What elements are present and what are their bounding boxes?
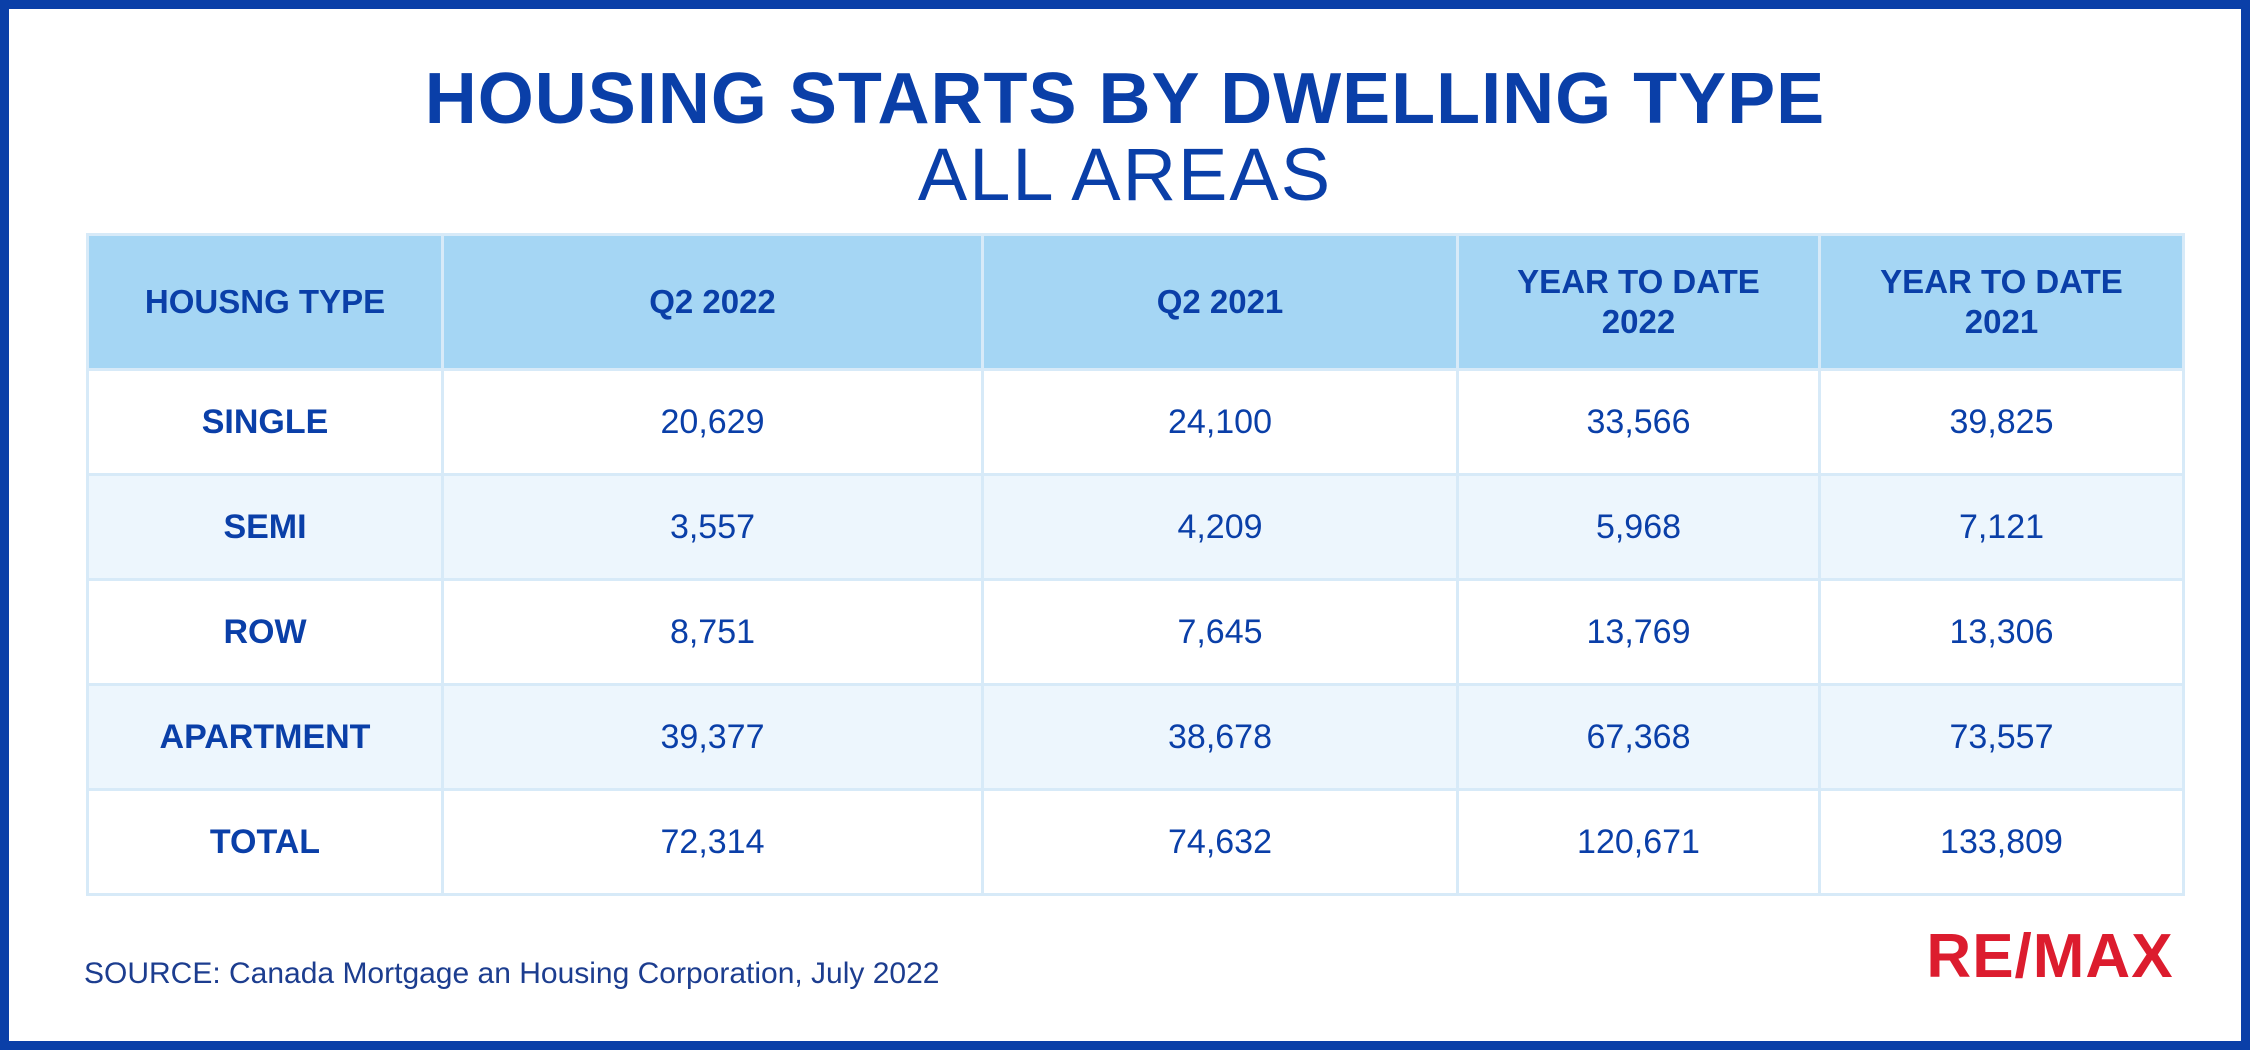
table-cell: 13,306 [1818,578,2185,686]
table-row: ROW 8,751 7,645 13,769 13,306 [86,578,2185,686]
table-cell: 7,121 [1818,473,2185,581]
column-header: Q2 2022 [441,233,984,371]
table-cell: 133,809 [1818,788,2185,896]
column-header: YEAR TO DATE 2022 [1456,233,1821,371]
column-header: Q2 2021 [981,233,1459,371]
source-note: SOURCE: Canada Mortgage an Housing Corpo… [84,957,940,990]
table-row: SEMI 3,557 4,209 5,968 7,121 [86,473,2185,581]
row-label: TOTAL [86,788,444,896]
table-cell: 3,557 [441,473,984,581]
table-cell: 24,100 [981,368,1459,476]
logo-text: RE/MAX [1926,922,2173,987]
row-label: ROW [86,578,444,686]
table-cell: 5,968 [1456,473,1821,581]
table-cell: 13,769 [1456,578,1821,686]
table-cell: 7,645 [981,578,1459,686]
table-row: SINGLE 20,629 24,100 33,566 39,825 [86,368,2185,476]
table-row: TOTAL 72,314 74,632 120,671 133,809 [86,788,2185,896]
column-header: HOUSNG TYPE [86,233,444,371]
table-cell: 38,678 [981,683,1459,791]
table-row: APARTMENT 39,377 38,678 67,368 73,557 [86,683,2185,791]
page-subtitle: ALL AREAS [917,133,1333,216]
row-label: SINGLE [86,368,444,476]
table-cell: 67,368 [1456,683,1821,791]
row-label: SEMI [86,473,444,581]
column-header: YEAR TO DATE 2021 [1818,233,2185,371]
table-cell: 39,825 [1818,368,2185,476]
table-cell: 33,566 [1456,368,1821,476]
table-header-row: HOUSNG TYPE Q2 2022 Q2 2021 YEAR TO DATE… [86,233,2185,371]
page-title: HOUSING STARTS BY DWELLING TYPE [424,59,1826,139]
table-cell: 20,629 [441,368,984,476]
table-cell: 8,751 [441,578,984,686]
row-label: APARTMENT [86,683,444,791]
table-cell: 4,209 [981,473,1459,581]
remax-logo: RE/MAX [1926,922,2173,987]
table-cell: 120,671 [1456,788,1821,896]
table-cell: 74,632 [981,788,1459,896]
housing-starts-table: HOUSNG TYPE Q2 2022 Q2 2021 YEAR TO DATE… [86,233,2185,896]
table-cell: 72,314 [441,788,984,896]
table-cell: 73,557 [1818,683,2185,791]
table-cell: 39,377 [441,683,984,791]
